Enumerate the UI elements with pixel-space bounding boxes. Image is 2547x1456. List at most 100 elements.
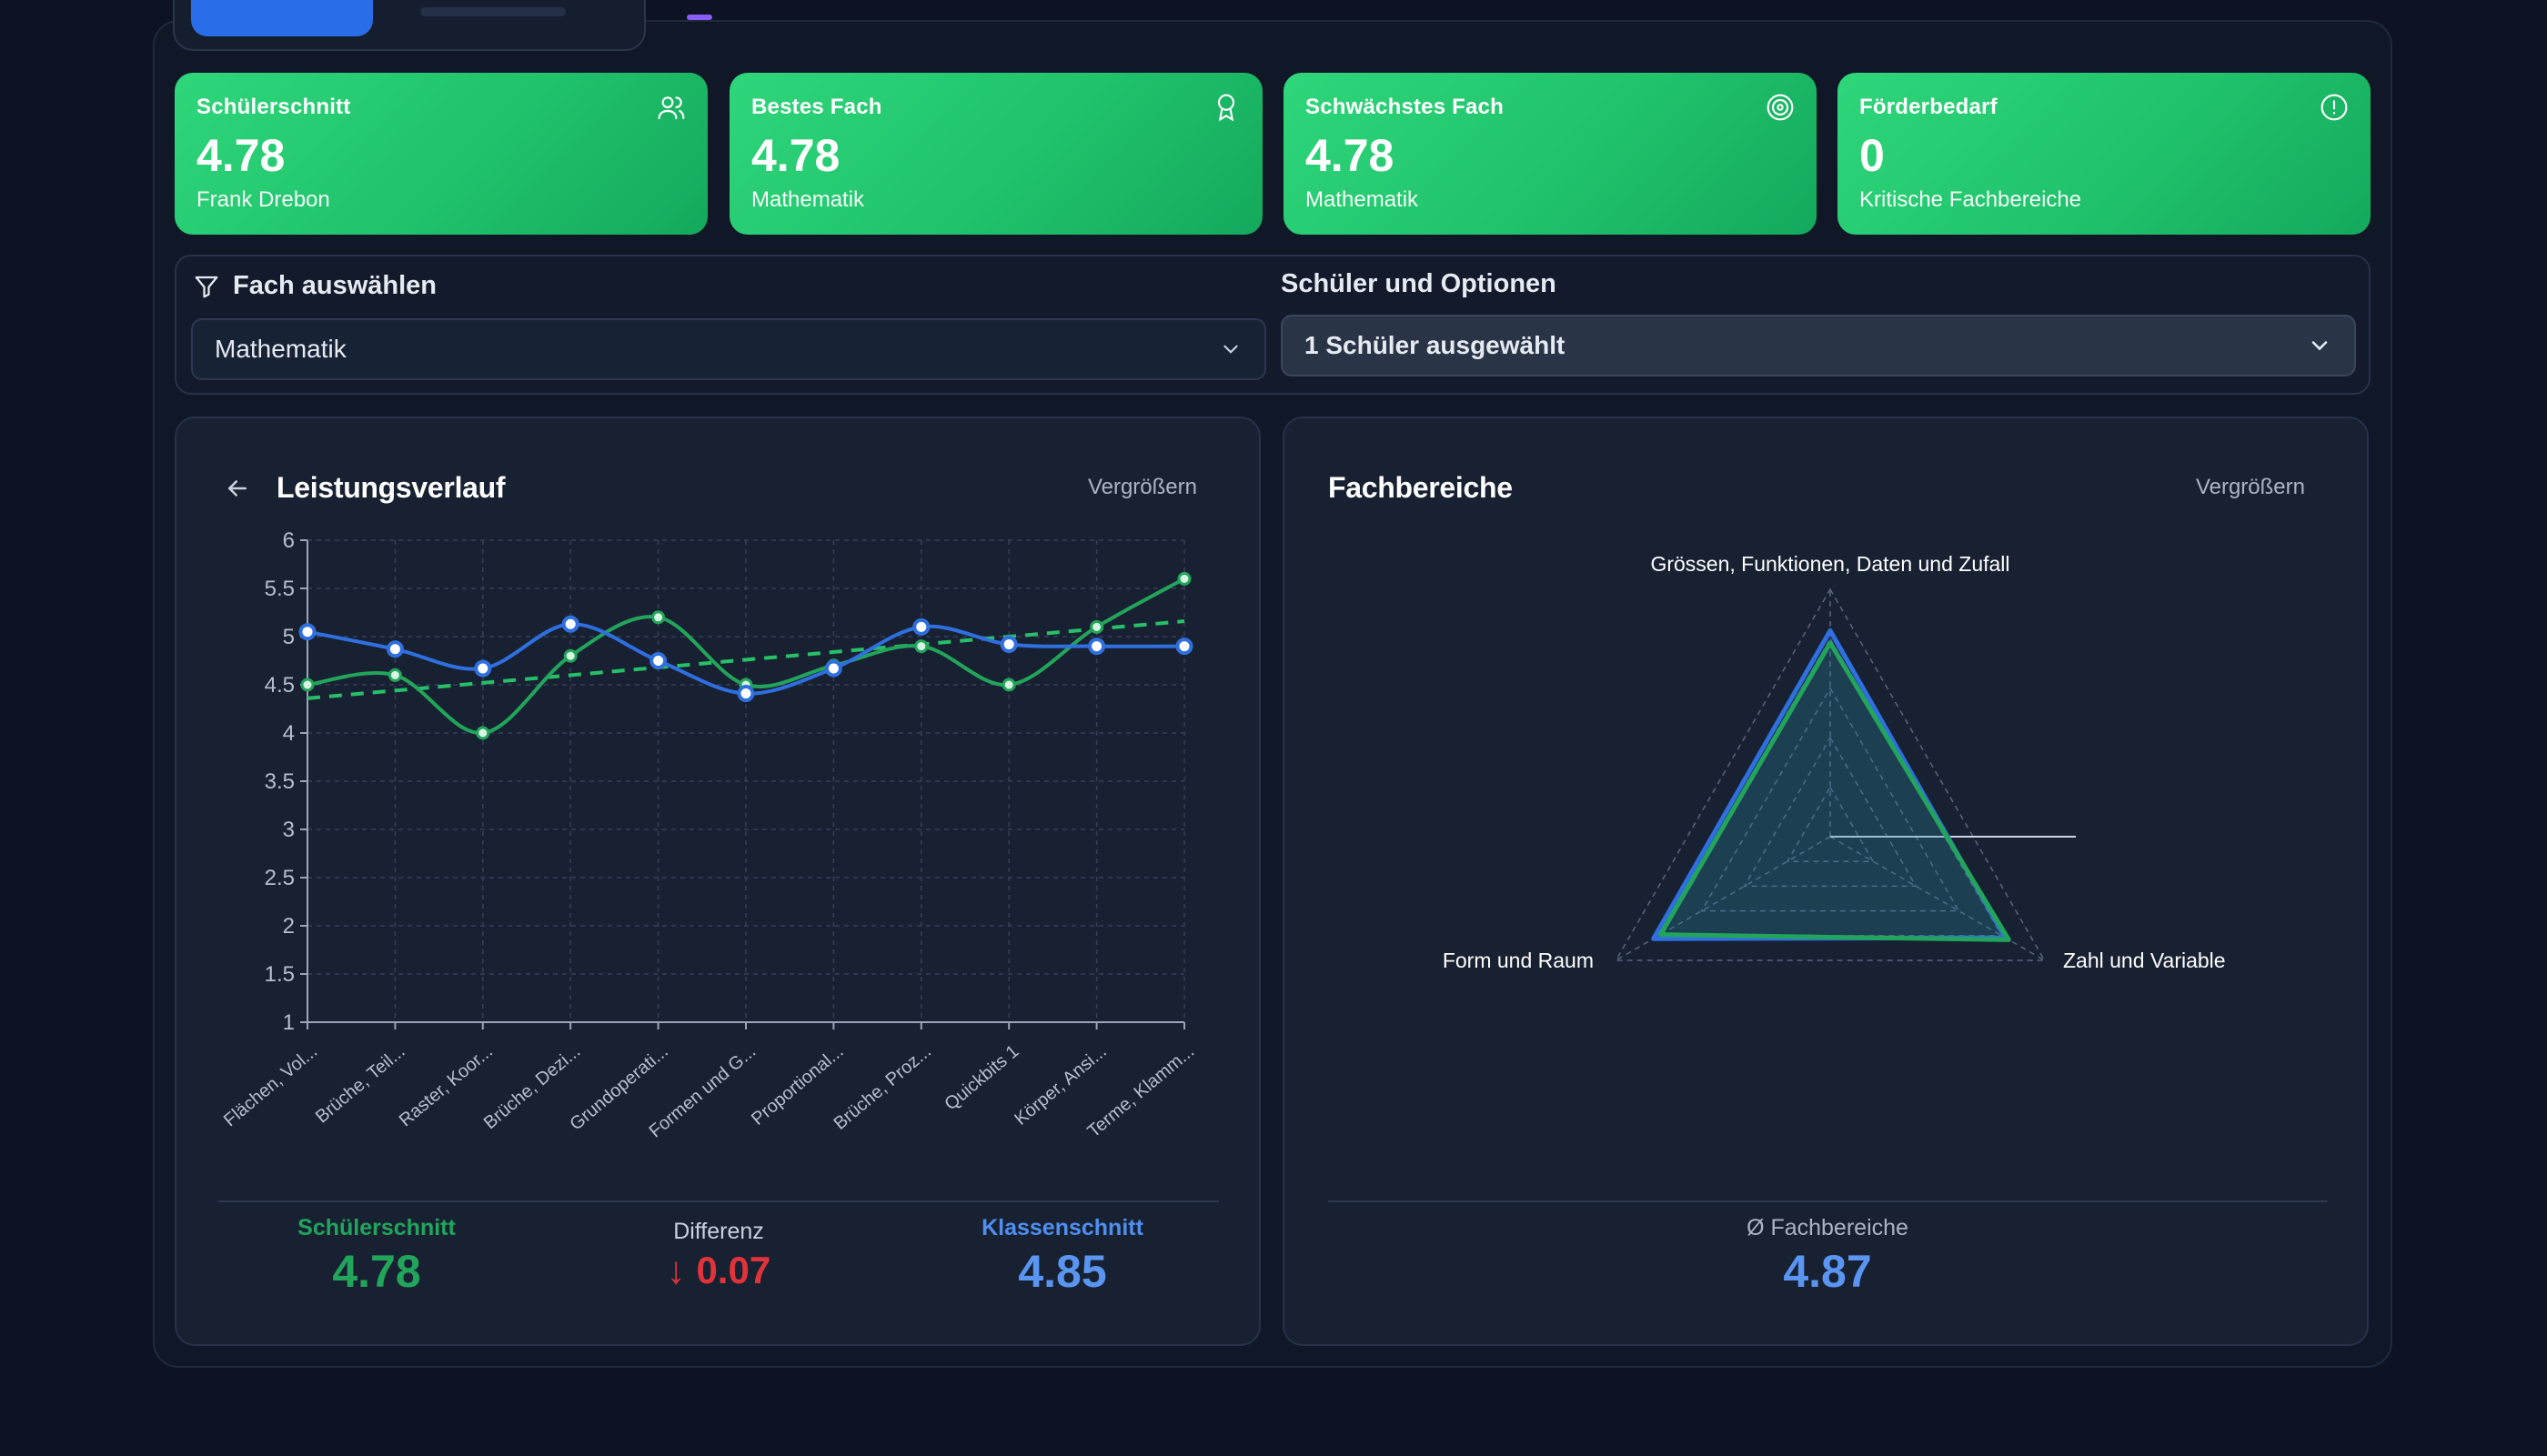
radar-grid-ring: [1615, 587, 2046, 961]
radar-grid-ring: [1786, 786, 1875, 862]
class-point: [649, 652, 668, 669]
stat-value: 4.78: [332, 1246, 421, 1297]
areas-panel: Fachbereiche Vergrößern Grössen, Funktio…: [1283, 417, 2369, 1346]
stat-label: Klassenschnitt: [982, 1215, 1143, 1240]
card-student-average: Schülerschnitt 4.78 Frank Drebon: [175, 73, 708, 235]
subject-filter-label: Fach auswählen: [233, 271, 438, 300]
stat-areas-average: Ø Fachbereiche 4.87: [1691, 1215, 1964, 1298]
student-point: [914, 639, 929, 654]
award-icon: [1217, 94, 1235, 122]
card-value: 4.78: [1305, 130, 1394, 181]
card-title: Förderbedarf: [1859, 95, 1998, 119]
target-icon: [1767, 94, 1794, 121]
class-point: [474, 659, 492, 678]
chevron-down-icon: [2311, 341, 2328, 351]
stat-class-average: Klassenschnitt 4.85: [926, 1215, 1199, 1298]
x-tick-label: Brüche, Teil...: [312, 1041, 409, 1128]
stats-divider: [1328, 1200, 2327, 1202]
filter-icon: [195, 276, 218, 298]
y-tick-label: 4: [283, 721, 295, 746]
class-point: [1175, 638, 1193, 656]
class-point: [298, 623, 317, 641]
student-point: [300, 678, 315, 692]
radar-axis-label: Grössen, Funktionen, Daten und Zufall: [1650, 552, 2009, 576]
subject-select-value: Mathematik: [215, 335, 347, 363]
trend-expand-link[interactable]: Vergrößern: [1087, 475, 1197, 499]
y-tick-label: 5.5: [265, 577, 295, 601]
y-tick-label: 1: [283, 1010, 295, 1035]
chevron-down-icon: [1223, 345, 1238, 354]
trend-line: [307, 619, 1185, 700]
y-tick-label: 2.5: [265, 866, 295, 890]
users-icon: [658, 96, 685, 120]
trend-title: Leistungsverlauf: [277, 471, 506, 504]
class-point: [824, 659, 842, 678]
card-title: Schülerschnitt: [196, 95, 351, 119]
card-support-need: Förderbedarf 0 Kritische Fachbereiche: [1837, 73, 2371, 235]
card-title: Bestes Fach: [751, 95, 882, 119]
stat-value: 4.85: [1018, 1246, 1107, 1297]
student-point: [1177, 571, 1192, 586]
students-filter-label: Schüler und Optionen: [1281, 269, 1556, 298]
y-tick-label: 3: [283, 818, 295, 842]
stat-label: Differenz: [673, 1219, 764, 1244]
view-tabs[interactable]: [173, 0, 646, 51]
y-tick-label: 3.5: [265, 769, 295, 794]
subject-select[interactable]: Mathematik: [191, 318, 1266, 380]
stat-value: ↓ 0.07: [666, 1249, 771, 1291]
areas-expand-link[interactable]: Vergrößern: [2195, 475, 2305, 499]
stats-divider: [218, 1200, 1219, 1202]
card-subtitle: Mathematik: [751, 187, 865, 212]
card-title: Schwächstes Fach: [1305, 95, 1504, 119]
stat-label: Ø Fachbereiche: [1747, 1215, 1908, 1240]
y-tick-label: 5: [283, 625, 295, 649]
class-point: [561, 615, 579, 633]
radar-chart: Grössen, Funktionen, Daten und Zufall Zah…: [1443, 552, 2226, 972]
alert-icon: [2320, 94, 2348, 121]
card-subtitle: Frank Drebon: [196, 187, 330, 212]
stat-value: 4.87: [1783, 1246, 1872, 1297]
radar-axis-label: Zahl und Variable: [2063, 949, 2226, 972]
filter-panel: Fach auswählen Mathematik Schüler und Op…: [175, 255, 2371, 395]
y-tick-label: 2: [283, 914, 295, 939]
y-tick-label: 6: [283, 528, 295, 553]
student-series-line: [307, 577, 1185, 736]
stat-student-average: Schülerschnitt 4.78: [240, 1215, 513, 1298]
class-point: [912, 618, 931, 636]
radar-axis: [1829, 836, 2045, 961]
x-tick-label: Quickbits 1: [941, 1041, 1022, 1114]
student-point: [388, 668, 402, 682]
radar-axis-label: Form und Raum: [1443, 949, 1594, 972]
active-view-tab[interactable]: [191, 0, 373, 36]
stat-difference: Differenz ↓ 0.07: [582, 1219, 855, 1292]
class-point: [1000, 635, 1018, 653]
view-tab[interactable]: [420, 7, 566, 16]
card-weakest-subject: Schwächstes Fach 4.78 Mathematik: [1284, 73, 1817, 235]
students-select-value: 1 Schüler ausgewählt: [1304, 331, 1565, 359]
areas-title: Fachbereiche: [1328, 471, 1513, 504]
student-point: [651, 610, 666, 625]
radar-grid-ring: [1700, 687, 1960, 912]
student-point: [476, 726, 490, 740]
stat-label: Schülerschnitt: [297, 1215, 456, 1240]
line-chart: 1 1.5 2 2.5 3 3.5 4 4.5 5 5.5 6 Flächen, Vol...Brüc…: [220, 528, 1198, 1141]
card-value: 4.78: [196, 130, 286, 181]
student-point: [563, 648, 578, 663]
card-subtitle: Kritische Fachbereiche: [1859, 187, 2082, 212]
y-tick-label: 1.5: [265, 962, 295, 987]
x-tick-label: Flächen, Vol...: [220, 1041, 321, 1130]
tab-indicator: [687, 15, 712, 20]
trend-panel: Leistungsverlauf Vergrößern 1 1.5 2 2.5 3 3.5…: [175, 417, 1261, 1346]
card-value: 0: [1859, 130, 1885, 181]
student-point: [1002, 678, 1016, 692]
back-arrow-icon[interactable]: [224, 475, 251, 502]
radar-axis: [1616, 836, 1831, 961]
card-subtitle: Mathematik: [1305, 187, 1419, 212]
class-point: [737, 685, 755, 703]
card-value: 4.78: [751, 130, 841, 181]
card-best-subject: Bestes Fach 4.78 Mathematik: [730, 73, 1263, 235]
class-point: [1088, 638, 1106, 656]
class-point: [386, 640, 404, 658]
students-select[interactable]: 1 Schüler ausgewählt: [1281, 315, 2356, 377]
student-radar-area: [1658, 640, 2011, 942]
